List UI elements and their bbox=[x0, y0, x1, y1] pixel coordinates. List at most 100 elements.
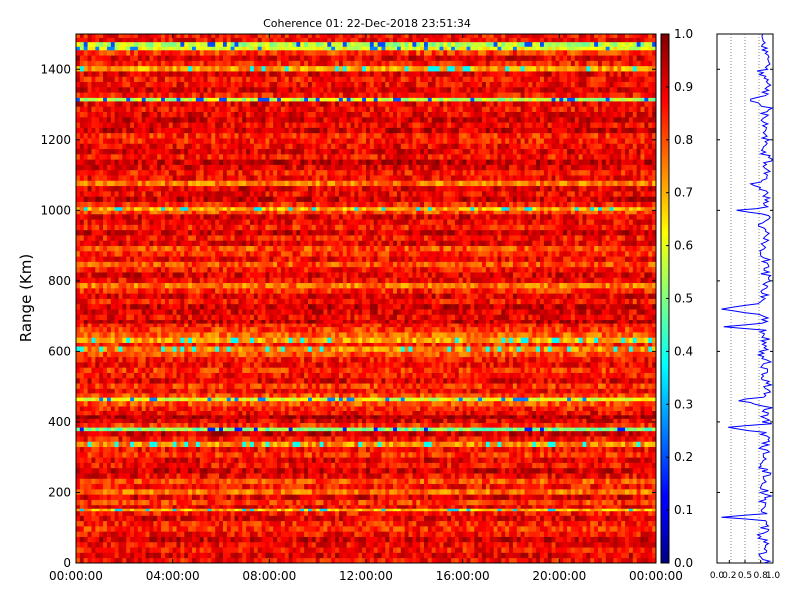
heatmap-cell bbox=[454, 430, 460, 437]
heatmap-cell bbox=[195, 436, 201, 442]
heatmap-cell bbox=[609, 406, 614, 412]
heatmap-cell bbox=[435, 400, 440, 407]
heatmap-cell bbox=[327, 406, 332, 412]
heatmap-cell bbox=[574, 541, 580, 548]
heatmap-cell bbox=[180, 427, 185, 432]
heatmap-cell bbox=[648, 441, 653, 448]
heatmap-cell bbox=[145, 483, 150, 490]
heatmap-cell bbox=[315, 410, 320, 416]
heatmap-cell bbox=[613, 547, 618, 553]
heatmap-cell bbox=[443, 410, 448, 416]
heatmap-cell bbox=[478, 478, 483, 485]
heatmap-cell bbox=[497, 541, 502, 548]
heatmap-cell bbox=[192, 451, 197, 458]
heatmap-cell bbox=[505, 436, 510, 442]
heatmap-cell bbox=[396, 430, 402, 437]
heatmap-cell bbox=[250, 541, 255, 548]
heatmap-cell bbox=[106, 457, 112, 463]
heatmap-cell bbox=[311, 483, 317, 490]
heatmap-cell bbox=[99, 520, 104, 527]
heatmap-cell bbox=[648, 451, 653, 458]
heatmap-cell bbox=[598, 483, 603, 490]
heatmap-cell bbox=[559, 410, 564, 416]
heatmap-cell bbox=[366, 483, 371, 490]
heatmap-cell bbox=[273, 508, 278, 512]
heatmap-cell bbox=[435, 457, 440, 463]
heatmap-cell bbox=[335, 488, 340, 495]
heatmap-cell bbox=[250, 427, 255, 432]
heatmap-cell bbox=[586, 473, 591, 479]
heatmap-cell bbox=[164, 446, 170, 453]
heatmap-cell bbox=[454, 446, 460, 453]
heatmap-cell bbox=[474, 552, 479, 559]
heatmap-cell bbox=[222, 427, 228, 432]
heatmap-cell bbox=[172, 397, 177, 402]
heatmap-cell bbox=[284, 414, 290, 419]
heatmap-cell bbox=[404, 510, 409, 516]
heatmap-cell bbox=[211, 499, 216, 506]
heatmap-cell bbox=[648, 483, 653, 490]
heatmap-cell bbox=[118, 483, 123, 490]
heatmap-cell bbox=[416, 406, 421, 412]
heatmap-cell bbox=[250, 499, 255, 506]
heatmap-cell bbox=[474, 457, 479, 463]
heatmap-cell bbox=[474, 410, 479, 416]
heatmap-cell bbox=[377, 494, 382, 500]
heatmap-cell bbox=[118, 510, 123, 516]
heatmap-cell bbox=[153, 473, 158, 479]
heatmap-cell bbox=[454, 557, 460, 564]
heatmap-cell bbox=[292, 441, 297, 448]
heatmap-cell bbox=[288, 499, 293, 506]
heatmap-cell bbox=[250, 422, 255, 428]
heatmap-cell bbox=[180, 462, 185, 469]
heatmap-cell bbox=[536, 531, 541, 537]
heatmap-cell bbox=[586, 400, 591, 407]
heatmap-cell bbox=[458, 525, 464, 532]
heatmap-cell bbox=[311, 494, 317, 500]
heatmap-cell bbox=[277, 422, 282, 428]
heatmap-cell bbox=[555, 406, 560, 412]
heatmap-cell bbox=[485, 400, 491, 407]
heatmap-cell bbox=[308, 410, 313, 416]
heatmap-cell bbox=[83, 451, 88, 458]
heatmap-cell bbox=[238, 508, 243, 512]
heatmap-cell bbox=[439, 494, 444, 500]
heatmap-cell bbox=[447, 504, 452, 509]
heatmap-cell bbox=[404, 520, 409, 527]
heatmap-cell bbox=[118, 462, 123, 469]
heatmap-cell bbox=[296, 406, 301, 412]
heatmap-cell bbox=[466, 436, 471, 442]
heatmap-cell bbox=[308, 406, 313, 412]
heatmap-cell bbox=[215, 441, 220, 448]
heatmap-cell bbox=[501, 525, 506, 532]
heatmap-cell bbox=[377, 457, 382, 463]
heatmap-cell bbox=[439, 467, 444, 474]
heatmap-cell bbox=[516, 494, 522, 500]
heatmap-cell bbox=[416, 510, 421, 516]
heatmap-cell bbox=[234, 473, 239, 479]
heatmap-cell bbox=[195, 446, 201, 453]
heatmap-cell bbox=[605, 536, 610, 543]
heatmap-cell bbox=[234, 547, 239, 553]
heatmap-cell bbox=[130, 504, 135, 509]
heatmap-cell bbox=[598, 473, 603, 479]
heatmap-cell bbox=[543, 547, 549, 553]
heatmap-cell bbox=[226, 515, 232, 522]
heatmap-cell bbox=[617, 462, 622, 469]
heatmap-cell bbox=[524, 451, 529, 458]
heatmap-cell bbox=[122, 397, 127, 402]
heatmap-cell bbox=[335, 541, 340, 548]
heatmap-cell bbox=[636, 430, 641, 437]
heatmap-cell bbox=[621, 478, 626, 485]
heatmap-cell bbox=[137, 525, 143, 532]
heatmap-cell bbox=[594, 488, 599, 495]
heatmap-cell bbox=[311, 446, 317, 453]
heatmap-cell bbox=[192, 494, 197, 500]
heatmap-cell bbox=[362, 478, 367, 485]
heatmap-cell bbox=[543, 430, 549, 437]
heatmap-cell bbox=[543, 400, 549, 407]
heatmap-cell bbox=[381, 508, 386, 512]
heatmap-cell bbox=[91, 430, 96, 437]
heatmap-cell bbox=[400, 457, 406, 463]
heatmap-cell bbox=[574, 467, 580, 474]
